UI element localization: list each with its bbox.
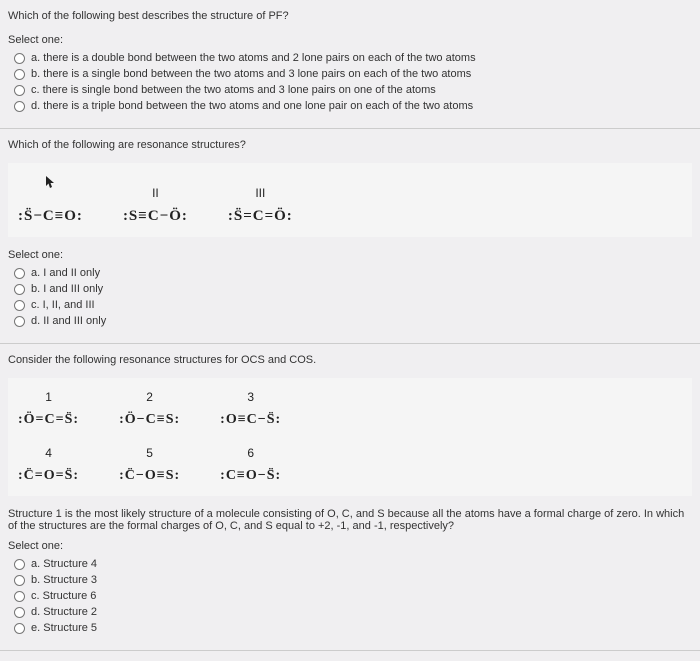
q2-option-d-text: d. II and III only [31, 315, 106, 327]
q1-option-b-text: b. there is a single bond between the tw… [31, 68, 471, 80]
q1-radio-a[interactable] [14, 53, 25, 64]
question-2: Which of the following are resonance str… [0, 129, 700, 344]
q3-label-5: 5 [146, 446, 153, 460]
q3-structure-3: 3 :O≡C−S̈: [220, 390, 281, 428]
q2-option-c[interactable]: c. I, II, and III [8, 297, 692, 313]
q3-radio-d[interactable] [14, 607, 25, 618]
q2-label-3: III [255, 186, 265, 200]
q2-radio-c[interactable] [14, 300, 25, 311]
q3-formula-4: :C̈=O=S̈: [18, 468, 79, 484]
q3-option-e[interactable]: e. Structure 5 [8, 620, 692, 636]
q3-prompt-top: Consider the following resonance structu… [8, 354, 692, 366]
q2-label-2: II [152, 186, 159, 200]
q2-option-a[interactable]: a. I and II only [8, 265, 692, 281]
q1-option-c-text: c. there is single bond between the two … [31, 84, 436, 96]
q2-diagram: :S̈−C≡O: II :S≡C−Ö: III :S̈=C=Ö: [8, 163, 692, 237]
q3-structure-5: 5 :C̈−O≡S: [119, 446, 180, 484]
question-1: Which of the following best describes th… [0, 0, 700, 129]
q3-structure-1: 1 :Ö=C=S̈: [18, 390, 79, 428]
q3-option-a[interactable]: a. Structure 4 [8, 556, 692, 572]
q3-radio-e[interactable] [14, 623, 25, 634]
q3-option-b[interactable]: b. Structure 3 [8, 572, 692, 588]
q2-option-b-text: b. I and III only [31, 283, 103, 295]
q1-option-a[interactable]: a. there is a double bond between the tw… [8, 50, 692, 66]
q2-structure-3: III :S̈=C=Ö: [228, 186, 293, 225]
q1-radio-c[interactable] [14, 85, 25, 96]
q3-formula-6: :C≡O−S̈: [220, 468, 281, 484]
q1-option-d-text: d. there is a triple bond between the tw… [31, 100, 473, 112]
question-3: Consider the following resonance structu… [0, 344, 700, 651]
q3-option-a-text: a. Structure 4 [31, 558, 97, 570]
q2-radio-a[interactable] [14, 268, 25, 279]
q2-option-c-text: c. I, II, and III [31, 299, 95, 311]
q3-radio-c[interactable] [14, 591, 25, 602]
q2-option-b[interactable]: b. I and III only [8, 281, 692, 297]
q2-formula-1: :S̈−C≡O: [18, 208, 83, 225]
q3-diagram: 1 :Ö=C=S̈: 2 :Ö−C≡S: 3 :O≡C−S̈: 4 :C̈=O=… [8, 378, 692, 496]
q3-option-e-text: e. Structure 5 [31, 622, 97, 634]
q1-radio-d[interactable] [14, 101, 25, 112]
q3-formula-3: :O≡C−S̈: [220, 412, 281, 428]
q2-structure-1: :S̈−C≡O: [18, 175, 83, 225]
q3-structure-4: 4 :C̈=O=S̈: [18, 446, 79, 484]
q3-radio-b[interactable] [14, 575, 25, 586]
q3-option-d[interactable]: d. Structure 2 [8, 604, 692, 620]
cursor-icon [45, 175, 55, 192]
q3-label-2: 2 [146, 390, 153, 404]
q1-option-b[interactable]: b. there is a single bond between the tw… [8, 66, 692, 82]
q3-option-c[interactable]: c. Structure 6 [8, 588, 692, 604]
q3-structure-6: 6 :C≡O−S̈: [220, 446, 281, 484]
q3-select-label: Select one: [8, 540, 692, 552]
q2-radio-b[interactable] [14, 284, 25, 295]
q3-label-6: 6 [247, 446, 254, 460]
q1-select-label: Select one: [8, 34, 692, 46]
q3-label-3: 3 [247, 390, 254, 404]
q3-option-c-text: c. Structure 6 [31, 590, 96, 602]
q3-formula-2: :Ö−C≡S: [119, 412, 180, 428]
q1-option-a-text: a. there is a double bond between the tw… [31, 52, 476, 64]
q1-prompt: Which of the following best describes th… [8, 10, 692, 22]
q3-structure-2: 2 :Ö−C≡S: [119, 390, 180, 428]
q3-label-4: 4 [45, 446, 52, 460]
q3-option-b-text: b. Structure 3 [31, 574, 97, 586]
q2-radio-d[interactable] [14, 316, 25, 327]
q3-label-1: 1 [45, 390, 52, 404]
q2-option-a-text: a. I and II only [31, 267, 100, 279]
q2-structure-2: II :S≡C−Ö: [123, 186, 188, 225]
q3-formula-1: :Ö=C=S̈: [18, 412, 79, 428]
q3-radio-a[interactable] [14, 559, 25, 570]
q2-option-d[interactable]: d. II and III only [8, 313, 692, 329]
q2-prompt: Which of the following are resonance str… [8, 139, 692, 151]
q2-formula-2: :S≡C−Ö: [123, 208, 188, 225]
q1-option-d[interactable]: d. there is a triple bond between the tw… [8, 98, 692, 114]
q3-formula-5: :C̈−O≡S: [119, 468, 180, 484]
q3-option-d-text: d. Structure 2 [31, 606, 97, 618]
q3-prompt-mid: Structure 1 is the most likely structure… [8, 508, 692, 532]
q1-option-c[interactable]: c. there is single bond between the two … [8, 82, 692, 98]
q2-formula-3: :S̈=C=Ö: [228, 208, 293, 225]
q2-select-label: Select one: [8, 249, 692, 261]
q1-radio-b[interactable] [14, 69, 25, 80]
